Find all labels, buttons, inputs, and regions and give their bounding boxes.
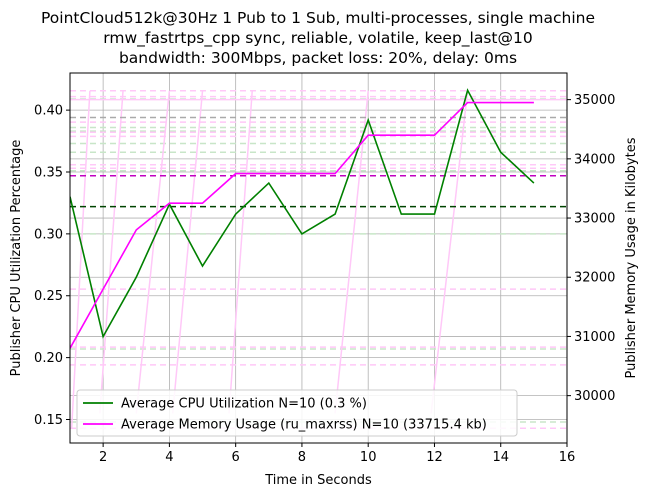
faint-mem-ramp	[228, 90, 253, 414]
x-tick-label: 8	[298, 450, 306, 465]
title-line-3: bandwidth: 300Mbps, packet loss: 20%, de…	[119, 49, 517, 67]
faint-mem-ramp	[135, 90, 171, 414]
x-axis: 2 4 6 8 10 12 14 16 Time in Seconds	[99, 443, 575, 488]
faint-mem-ramp	[430, 90, 469, 414]
mean-lines	[70, 174, 567, 208]
x-tick-label: 16	[559, 450, 576, 465]
legend-box	[76, 389, 518, 437]
y-left-tick-label: 0.20	[34, 351, 63, 366]
y-left-tick-label: 0.15	[34, 413, 63, 428]
y-right-tick-label: 34000	[574, 152, 615, 167]
y-right-tick-label: 30000	[574, 389, 615, 404]
y-axis-right: 30000 31000 32000 33000 34000 35000 Publisher …	[567, 93, 639, 404]
x-tick-label: 10	[360, 450, 377, 465]
plot-frame	[69, 72, 568, 444]
x-tick-label: 4	[165, 450, 173, 465]
title-line-2: rmw_fastrtps_cpp sync, reliable, volatil…	[103, 29, 532, 48]
faint-mem-ramp	[70, 90, 91, 429]
chart-title: PointCloud512k@30Hz 1 Pub to 1 Sub, mult…	[41, 9, 595, 67]
y-right-axis-label: Publisher Memory Usage in Kilobytes	[624, 137, 639, 378]
y-left-tick-label: 0.25	[34, 289, 63, 304]
y-left-axis-label: Publisher CPU Utilization Percentage	[9, 140, 24, 377]
faint-mem-ramp	[334, 90, 369, 414]
cpu-series-line	[70, 88, 535, 339]
y-right-tick-label: 35000	[574, 93, 615, 108]
y-left-tick-label: 0.30	[34, 227, 63, 242]
x-tick-label: 12	[426, 450, 443, 465]
background-traces	[70, 90, 567, 429]
x-axis-label: Time in Seconds	[264, 473, 372, 488]
faint-mem-ramp	[171, 90, 204, 414]
y-right-tick-label: 33000	[574, 212, 615, 227]
x-tick-label: 6	[232, 450, 240, 465]
y-axis-left: 0.15 0.20 0.25 0.30 0.35 0.40 Publisher CPU Ut…	[9, 104, 70, 428]
title-line-1: PointCloud512k@30Hz 1 Pub to 1 Sub, mult…	[41, 9, 595, 27]
series-lines	[70, 88, 535, 349]
y-left-tick-label: 0.40	[34, 104, 63, 119]
faint-mem-ramp	[99, 90, 124, 414]
x-tick-label: 2	[99, 450, 107, 465]
memory-series-line	[70, 101, 534, 349]
x-tick-label: 14	[492, 450, 509, 465]
legend: Average CPU Utilization N=10 (0.3 %) Aver…	[76, 389, 518, 437]
y-right-tick-label: 31000	[574, 330, 615, 345]
y-left-tick-label: 0.35	[34, 165, 63, 180]
y-right-tick-label: 32000	[574, 271, 615, 286]
legend-label-cpu: Average CPU Utilization N=10 (0.3 %)	[121, 397, 367, 412]
legend-label-memory: Average Memory Usage (ru_maxrss) N=10 (3…	[121, 418, 487, 433]
